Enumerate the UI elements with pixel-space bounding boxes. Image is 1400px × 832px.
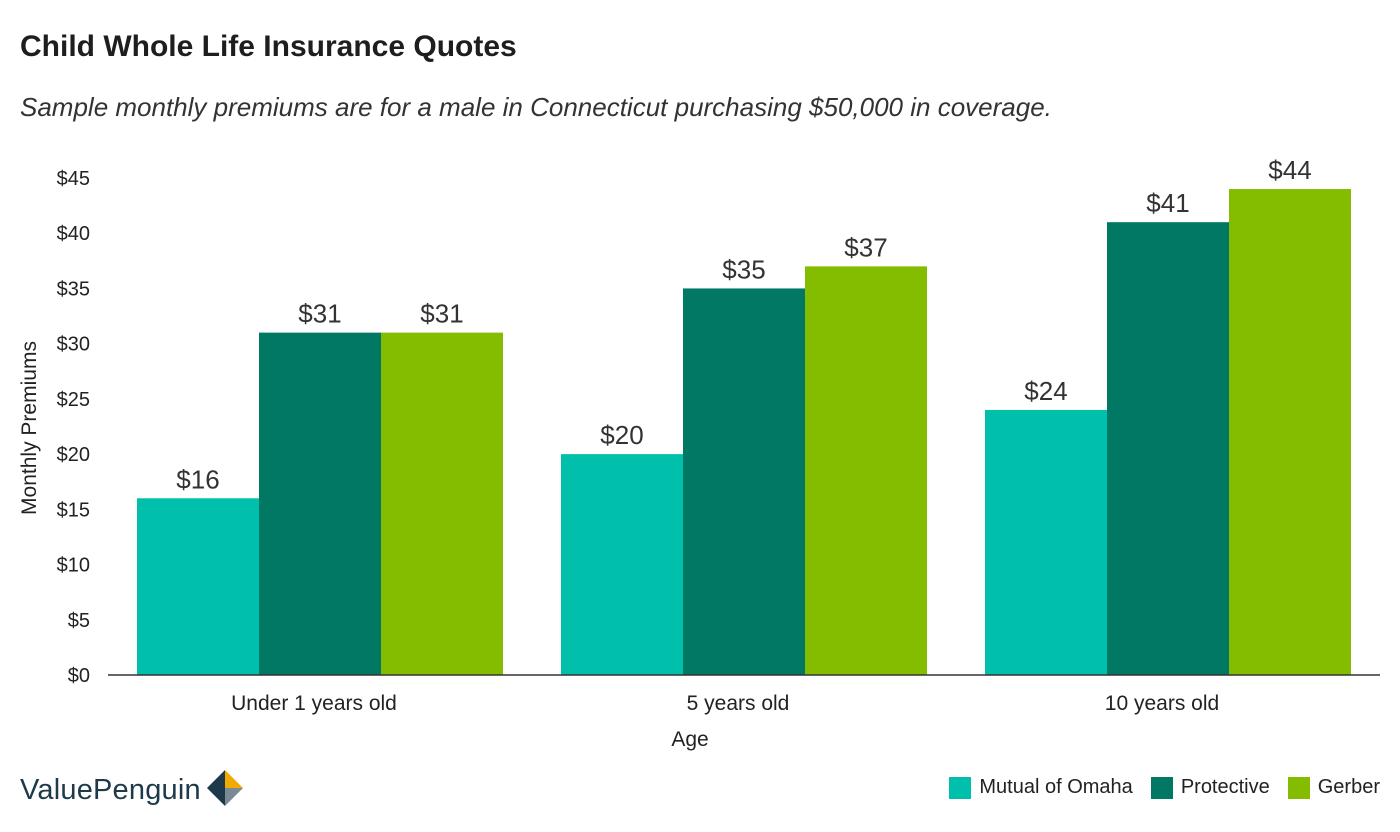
y-tick-label: $20 (57, 444, 90, 466)
data-label: $35 (722, 254, 765, 284)
y-tick-label: $5 (68, 610, 90, 632)
data-label: $31 (420, 299, 463, 329)
y-axis-ticks: $0 $5 $10 $15 $20 $25 $30 $35 $40 $45 (57, 168, 90, 687)
y-tick-label: $45 (57, 168, 90, 190)
bars-group (137, 189, 1351, 676)
bar-gerber (381, 332, 503, 675)
chart-subtitle: Sample monthly premiums are for a male i… (20, 92, 1052, 122)
legend-label: Gerber (1317, 776, 1380, 798)
legend-swatch (1287, 776, 1310, 799)
y-tick-label: $0 (68, 665, 90, 687)
y-tick-label: $35 (57, 278, 90, 300)
y-axis-title: Monthly Premiums (18, 341, 41, 515)
bar-mutual-of-omaha (985, 409, 1107, 675)
data-label: $37 (844, 232, 887, 262)
bar-protective (1107, 222, 1229, 675)
legend-label: Mutual of Omaha (979, 776, 1133, 798)
legend: Mutual of Omaha Protective Gerber (949, 776, 1380, 799)
bar-mutual-of-omaha (561, 454, 683, 675)
y-tick-label: $10 (57, 555, 90, 577)
brand-name: ValuePenguin (20, 773, 201, 806)
data-label: $44 (1268, 155, 1311, 185)
bar-mutual-of-omaha (137, 498, 259, 675)
legend-swatch (949, 776, 972, 799)
data-label: $24 (1024, 376, 1067, 406)
x-category-label: 10 years old (1105, 692, 1219, 715)
data-label: $41 (1146, 188, 1189, 218)
data-label: $20 (600, 420, 643, 450)
x-category-label: 5 years old (687, 692, 790, 715)
bar-protective (259, 332, 381, 675)
legend-swatch (1150, 776, 1173, 799)
y-tick-label: $15 (57, 499, 90, 521)
x-category-label: Under 1 years old (231, 692, 397, 715)
data-label: $16 (176, 464, 219, 494)
bar-gerber (1229, 189, 1351, 676)
bar-protective (683, 288, 805, 675)
legend-item: Protective (1150, 776, 1270, 799)
brand-logo-area: ValuePenguin (20, 770, 245, 810)
y-tick-label: $25 (57, 389, 90, 411)
x-axis-title: Age (671, 728, 708, 751)
y-tick-label: $30 (57, 334, 90, 356)
legend-item: Mutual of Omaha (949, 776, 1133, 799)
bar-gerber (805, 266, 927, 675)
x-axis-category-labels: Under 1 years old 5 years old 10 years old (231, 692, 1219, 715)
y-tick-label: $40 (57, 223, 90, 245)
bar-chart: $0 $5 $10 $15 $20 $25 $30 $35 $40 $45 $16 $31 $31 $2… (18, 155, 1380, 751)
chart-title: Child Whole Life Insurance Quotes (20, 30, 517, 63)
valuepenguin-logo-icon (206, 770, 243, 806)
legend-label: Protective (1180, 776, 1270, 798)
legend-item: Gerber (1287, 776, 1380, 799)
data-labels-group: $16 $31 $31 $20 $35 $37 $24 $41 $44 (176, 155, 1311, 494)
data-label: $31 (298, 299, 341, 329)
